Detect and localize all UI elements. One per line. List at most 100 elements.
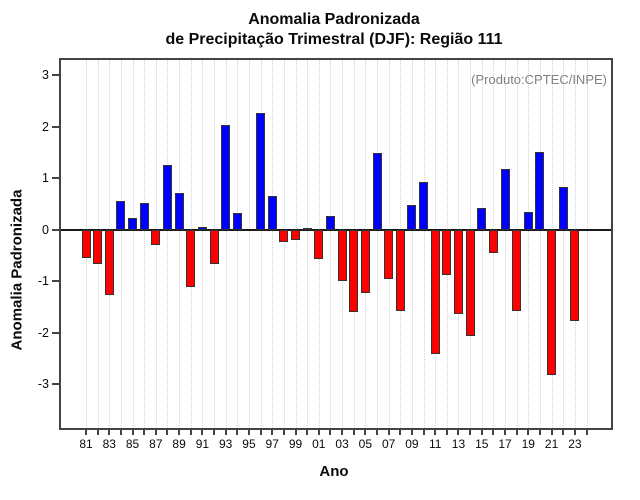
x-tick [504, 428, 507, 435]
x-tick-label: 83 [102, 437, 116, 451]
x-tick-label: 95 [242, 437, 256, 451]
x-tick [387, 428, 390, 435]
plot-area: (Produto:CPTEC/INPE) [59, 58, 613, 430]
x-tick [364, 428, 367, 435]
x-tick [224, 428, 227, 435]
y-tick-label: 1 [42, 171, 49, 186]
x-tick [166, 428, 169, 435]
grid-line [563, 60, 565, 428]
x-tick [201, 428, 204, 435]
bar-2009 [407, 205, 417, 230]
x-tick-label: 23 [568, 437, 582, 451]
x-tick [527, 428, 530, 435]
x-tick [376, 428, 378, 435]
x-tick [306, 428, 309, 435]
bar-1981 [81, 229, 91, 259]
x-tick [492, 428, 495, 435]
x-tick [189, 428, 192, 435]
x-tick [294, 428, 297, 435]
x-axis-title: Ano [319, 463, 349, 480]
x-tick [282, 428, 285, 435]
x-tick [154, 428, 157, 435]
x-tick [585, 428, 588, 435]
grid-line [202, 60, 204, 428]
bar-2019 [523, 212, 533, 230]
grid-line [423, 60, 425, 428]
grid-line [144, 60, 146, 428]
grid-line [539, 60, 541, 428]
x-tick-label: 99 [288, 437, 303, 451]
grid-line [377, 60, 378, 428]
bar-2010 [419, 181, 429, 230]
x-tick [96, 428, 99, 435]
x-tick [457, 428, 460, 435]
bar-1984 [116, 200, 126, 230]
bar-1992 [209, 229, 219, 264]
x-tick [562, 428, 565, 435]
x-tick [469, 428, 472, 435]
grid-line [330, 60, 332, 428]
y-tick-label: -3 [37, 377, 49, 392]
x-tick [573, 428, 576, 435]
y-tick [52, 74, 59, 77]
y-tick-label: 0 [42, 222, 49, 237]
bar-1985 [128, 218, 138, 230]
y-tick [52, 280, 59, 283]
y-tick-label: 2 [42, 119, 49, 134]
x-tick [317, 428, 320, 435]
x-tick [399, 428, 402, 435]
grid-line [481, 60, 483, 428]
x-tick [515, 428, 518, 435]
grid-line [295, 60, 297, 428]
bar-1983 [104, 229, 114, 295]
grid-line [167, 60, 169, 428]
x-tick-label: 97 [265, 437, 279, 451]
x-tick [480, 428, 483, 435]
chart-title: Anomalia Padronizada de Precipitação Tri… [59, 10, 609, 50]
bar-2007 [384, 229, 394, 280]
y-tick-label: -2 [37, 325, 49, 340]
x-tick-label: 05 [358, 437, 373, 451]
y-tick [52, 228, 59, 231]
bar-2002 [325, 215, 335, 230]
bar-1989 [174, 193, 184, 230]
x-tick-label: 93 [218, 437, 233, 451]
x-tick [434, 428, 437, 435]
x-tick [341, 428, 344, 435]
y-tick [52, 383, 59, 386]
y-tick [52, 125, 59, 128]
x-tick [236, 428, 239, 435]
x-tick [247, 428, 250, 435]
x-tick [259, 428, 262, 435]
bar-2000 [302, 227, 312, 230]
bar-1990 [186, 229, 196, 288]
x-tick [329, 428, 332, 435]
x-tick-label: 17 [498, 437, 512, 451]
bar-1999 [291, 229, 301, 240]
bar-2021 [547, 229, 557, 376]
x-tick-label: 03 [335, 437, 349, 451]
grid-line [237, 60, 239, 428]
bar-2012 [442, 229, 452, 276]
bar-1994 [232, 212, 242, 230]
x-tick [178, 428, 181, 435]
grid-line [586, 60, 588, 428]
bar-2023 [570, 229, 580, 322]
x-tick-label: 13 [451, 437, 466, 451]
bar-1997 [267, 196, 277, 230]
x-tick [538, 428, 541, 435]
bar-2017 [500, 169, 510, 230]
bar-2005 [360, 229, 370, 294]
x-tick [85, 428, 87, 435]
bar-2016 [488, 229, 498, 253]
grid-line [411, 60, 413, 428]
x-tick-label: 19 [521, 437, 535, 451]
bar-2001 [314, 229, 324, 260]
grid-line [248, 60, 250, 428]
x-tick-label: 81 [79, 437, 93, 451]
x-tick-label: 11 [428, 437, 442, 451]
chart-title-line1: Anomalia Padronizada [248, 11, 420, 28]
grid-line [272, 60, 274, 428]
x-tick-label: 87 [149, 437, 163, 451]
x-tick [410, 428, 413, 435]
